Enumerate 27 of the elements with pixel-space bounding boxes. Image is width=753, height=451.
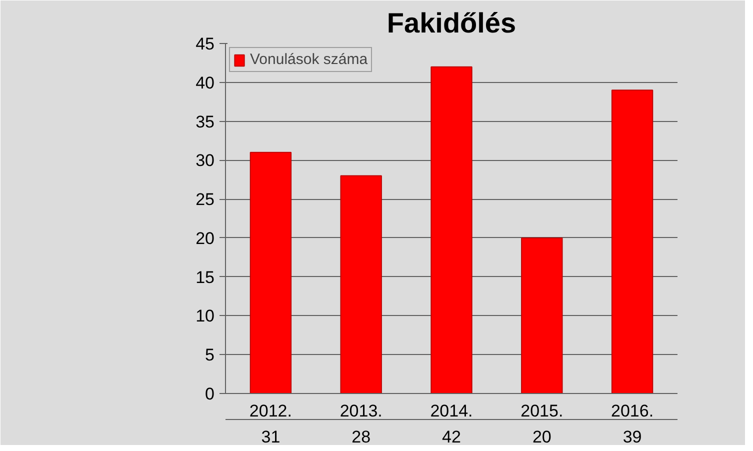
chart-title: Fakidőlés (386, 8, 516, 38)
data-label: 39 (622, 428, 642, 446)
y-tick-label: 0 (205, 384, 215, 404)
x-tick-label: 2013. (340, 402, 382, 420)
data-label: 28 (352, 428, 371, 446)
bar (521, 237, 563, 394)
data-label: 20 (532, 428, 552, 446)
y-tick-label: 10 (196, 306, 215, 326)
x-tick-label: 2015. (520, 402, 564, 420)
bar (611, 90, 654, 394)
bar (430, 66, 472, 394)
y-tick-label: 5 (205, 346, 215, 365)
y-tick-label: 20 (196, 228, 215, 248)
x-tick-label: 2012. (249, 402, 292, 420)
y-tick-label: 45 (196, 34, 215, 54)
y-tick-label: 15 (196, 268, 215, 287)
x-tick-label: 2014. (430, 402, 473, 420)
y-tick-label: 40 (196, 73, 215, 92)
y-tick-label: 35 (196, 112, 215, 132)
x-tick-label: 2016. (611, 402, 654, 420)
y-tick-label: 30 (196, 151, 215, 170)
y-tick-label: 25 (196, 190, 215, 210)
data-label: 31 (261, 428, 280, 446)
bar (250, 152, 292, 394)
legend-label: Vonulások száma (250, 51, 368, 68)
bar (340, 175, 382, 394)
data-label: 42 (442, 428, 461, 446)
